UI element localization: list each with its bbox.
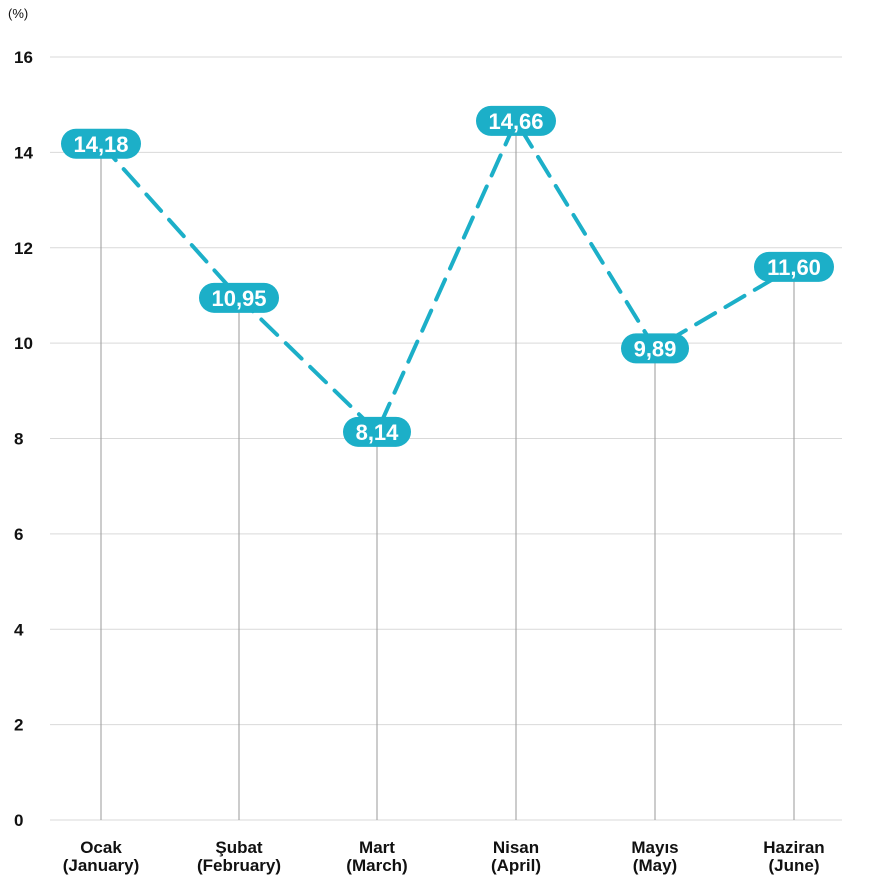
y-tick-label: 6	[14, 525, 23, 544]
y-tick-label: 14	[14, 143, 33, 162]
data-label-pill	[199, 282, 279, 313]
data-label-pill	[476, 105, 556, 136]
y-tick-label: 16	[14, 48, 33, 67]
data-label: 9,89	[634, 336, 677, 361]
series-line	[99, 118, 796, 434]
x-tick-label: Nisan (April)	[491, 838, 541, 875]
y-tick-label: 4	[14, 620, 24, 639]
y-tick-label: 12	[14, 239, 33, 258]
data-label: 14,18	[73, 132, 128, 157]
data-label-pill	[621, 333, 689, 364]
data-label: 11,60	[767, 255, 821, 280]
x-tick-label: Şubat (February)	[197, 838, 281, 875]
x-tick-label: Ocak (January)	[63, 838, 140, 875]
y-tick-label: 8	[14, 430, 23, 449]
y-tick-label: 2	[14, 716, 23, 735]
y-tick-label: 0	[14, 811, 23, 830]
data-label: 14,66	[488, 109, 543, 134]
x-tick-label: Mayıs (May)	[631, 838, 678, 875]
data-label-pill	[61, 128, 141, 159]
y-tick-label: 10	[14, 334, 33, 353]
data-label: 8,14	[356, 420, 400, 445]
x-tick-label: Haziran (June)	[763, 838, 824, 875]
y-unit-label: (%)	[8, 6, 29, 21]
x-tick-label: Mart (March)	[346, 838, 407, 875]
data-label-pill	[343, 416, 411, 447]
data-label-pill	[754, 251, 834, 282]
data-label: 10,95	[211, 286, 266, 311]
